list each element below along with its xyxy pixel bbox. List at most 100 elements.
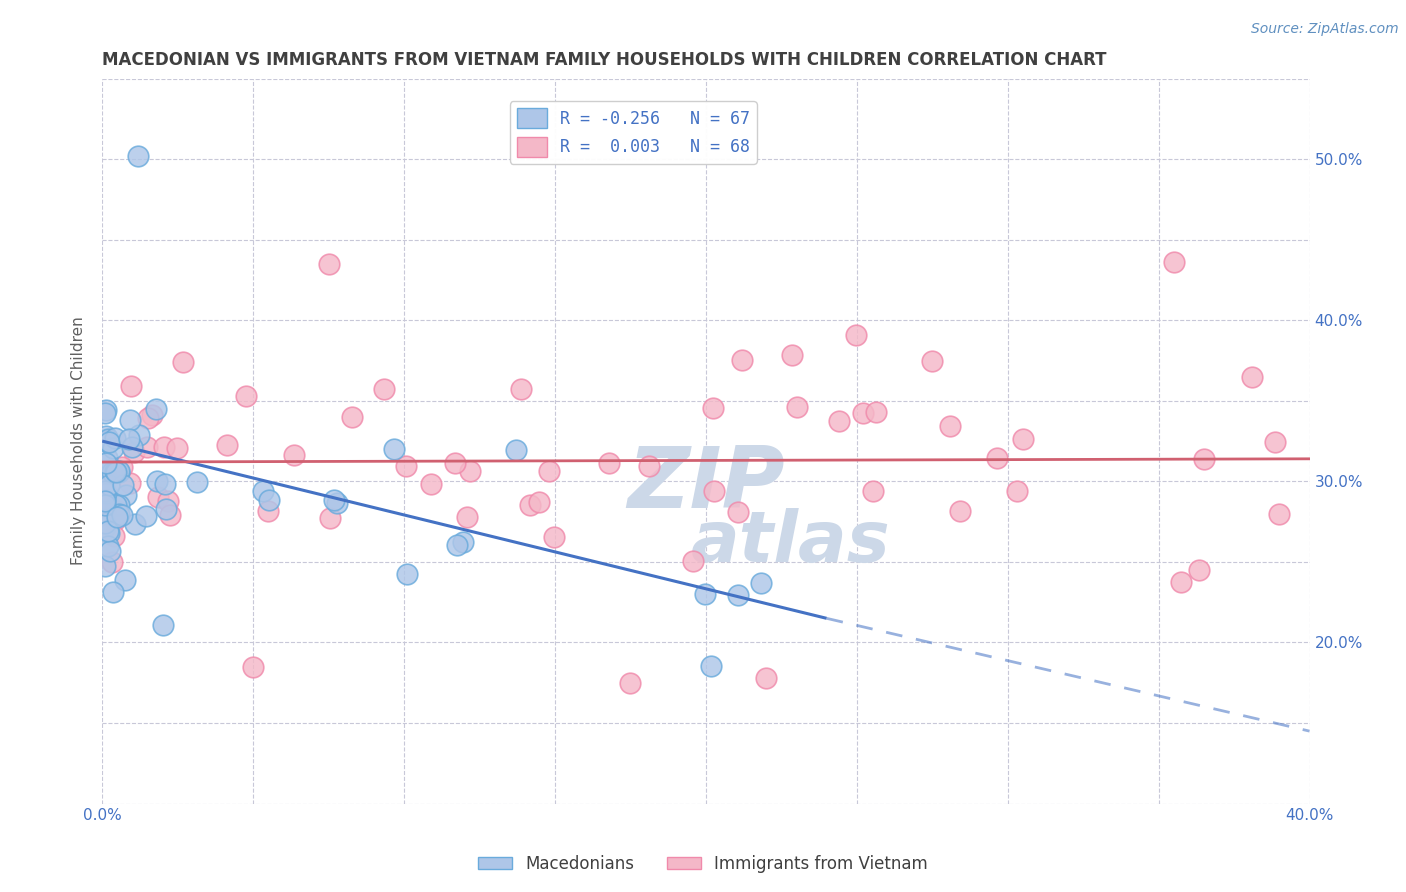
- Point: [458, 464, 481, 478]
- Point: [97, 540, 120, 554]
- Point: [444, 456, 467, 470]
- Point: [101, 585, 124, 599]
- Point: [700, 659, 723, 673]
- Point: [97, 478, 120, 492]
- Point: [155, 502, 177, 516]
- Point: [527, 495, 550, 509]
- Y-axis label: Family Households with Children: Family Households with Children: [72, 317, 86, 566]
- Point: [135, 509, 157, 524]
- Point: [136, 411, 159, 425]
- Point: [257, 504, 280, 518]
- Point: [104, 466, 127, 480]
- Point: [135, 440, 157, 454]
- Point: [97, 500, 120, 514]
- Point: [145, 474, 167, 488]
- Point: [1240, 369, 1263, 384]
- Point: [104, 499, 127, 513]
- Point: [166, 441, 188, 455]
- Point: [1170, 574, 1192, 589]
- Point: [120, 475, 142, 490]
- Point: [108, 464, 131, 478]
- Point: [727, 588, 749, 602]
- Text: ZIP: ZIP: [627, 443, 785, 526]
- Point: [94, 484, 117, 499]
- Point: [97, 432, 120, 446]
- Point: [319, 510, 342, 524]
- Point: [828, 414, 851, 428]
- Point: [124, 445, 146, 459]
- Point: [96, 450, 118, 465]
- Point: [94, 558, 117, 573]
- Point: [543, 530, 565, 544]
- Point: [101, 555, 124, 569]
- Point: [141, 408, 163, 422]
- Point: [235, 389, 257, 403]
- Point: [118, 433, 141, 447]
- Point: [215, 438, 238, 452]
- Legend: R = -0.256   N = 67, R =  0.003   N = 68: R = -0.256 N = 67, R = 0.003 N = 68: [510, 102, 756, 164]
- Point: [155, 477, 177, 491]
- Point: [94, 429, 117, 443]
- Point: [749, 575, 772, 590]
- Point: [682, 554, 704, 568]
- Point: [94, 516, 117, 530]
- Point: [172, 355, 194, 369]
- Point: [94, 403, 117, 417]
- Point: [97, 524, 120, 538]
- Point: [283, 448, 305, 462]
- Point: [786, 400, 808, 414]
- Point: [453, 534, 475, 549]
- Point: [727, 505, 749, 519]
- Point: [107, 498, 129, 512]
- Point: [153, 440, 176, 454]
- Point: [598, 456, 620, 470]
- Point: [702, 401, 724, 415]
- Point: [115, 488, 138, 502]
- Point: [94, 434, 117, 449]
- Point: [120, 379, 142, 393]
- Point: [94, 519, 117, 533]
- Point: [1012, 432, 1035, 446]
- Point: [100, 544, 122, 558]
- Point: [1264, 434, 1286, 449]
- Point: [340, 410, 363, 425]
- Point: [94, 498, 117, 512]
- Point: [852, 406, 875, 420]
- Point: [693, 587, 716, 601]
- Point: [986, 451, 1008, 466]
- Point: [103, 441, 125, 455]
- Point: [98, 435, 121, 450]
- Point: [127, 149, 149, 163]
- Point: [252, 483, 274, 498]
- Point: [862, 483, 884, 498]
- Point: [94, 456, 117, 470]
- Point: [94, 491, 117, 506]
- Point: [509, 382, 531, 396]
- Point: [703, 483, 725, 498]
- Point: [186, 475, 208, 489]
- Point: [322, 493, 344, 508]
- Point: [1163, 255, 1185, 269]
- Point: [97, 466, 120, 480]
- Point: [505, 443, 527, 458]
- Point: [114, 574, 136, 588]
- Point: [921, 353, 943, 368]
- Point: [105, 503, 128, 517]
- Text: Source: ZipAtlas.com: Source: ZipAtlas.com: [1251, 22, 1399, 37]
- Point: [446, 538, 468, 552]
- Point: [1188, 563, 1211, 577]
- Point: [638, 458, 661, 473]
- Point: [128, 428, 150, 442]
- Point: [108, 465, 131, 479]
- Point: [395, 458, 418, 473]
- Point: [731, 353, 754, 368]
- Point: [148, 490, 170, 504]
- Point: [395, 567, 418, 582]
- Point: [257, 493, 280, 508]
- Point: [105, 509, 128, 524]
- Point: [1194, 452, 1216, 467]
- Point: [111, 508, 134, 523]
- Text: atlas: atlas: [690, 508, 890, 577]
- Point: [242, 659, 264, 673]
- Point: [865, 405, 887, 419]
